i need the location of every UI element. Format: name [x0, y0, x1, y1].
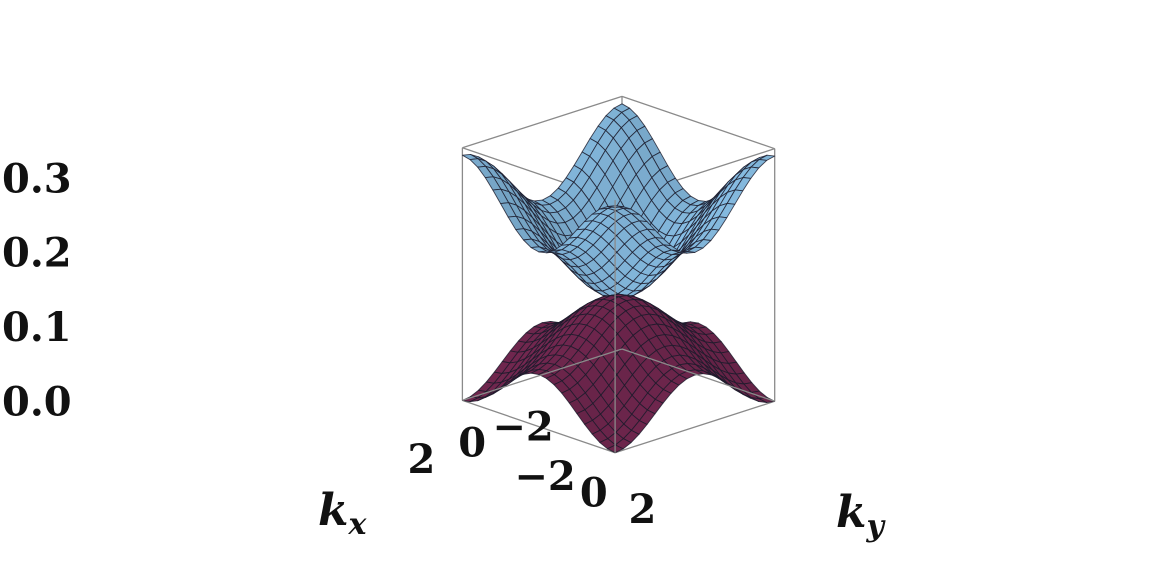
x-tick-label: 0 [458, 420, 486, 467]
x-axis-label: kx [318, 485, 368, 542]
box-edge [621, 95, 775, 150]
box-edge [621, 348, 775, 402]
lower-band-surface [461, 293, 776, 454]
y-tick-label: −2 [514, 453, 575, 500]
y-tick-label: 2 [628, 486, 656, 533]
z-tick-label: 0.2 [2, 230, 72, 277]
x-tick-label: 2 [407, 436, 435, 483]
z-tick-label: 0.1 [2, 304, 72, 351]
box-edge [462, 399, 616, 454]
box-edge [462, 348, 623, 402]
box-edge [614, 400, 775, 454]
z-tick-label: 0.3 [2, 155, 72, 202]
tick-labels: 0.00.10.20.3−202 −2 0 2 [2, 155, 656, 533]
z-tick-label: 0.0 [2, 378, 72, 425]
bounding-box-front [462, 200, 775, 453]
x-tick-label: −2 [492, 403, 553, 450]
upper-band-surface [461, 103, 776, 300]
y-axis-label: ky [836, 487, 887, 544]
box-edge [462, 95, 623, 149]
y-tick-label: 0 [580, 470, 608, 517]
